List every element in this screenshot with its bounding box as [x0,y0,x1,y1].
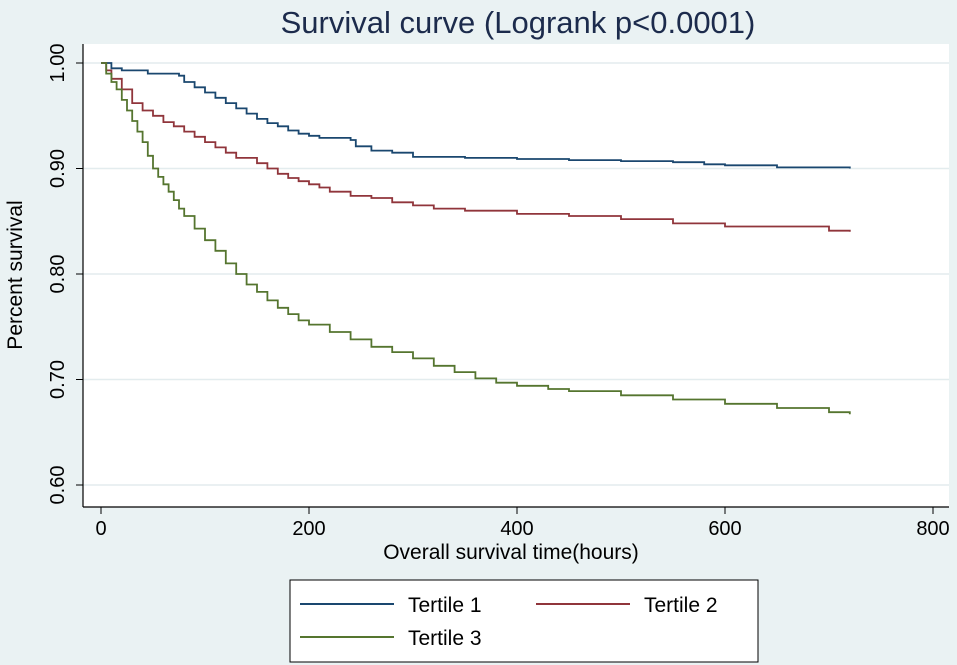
y-tick-label: 0.80 [47,255,69,294]
x-tick-label: 800 [916,518,949,540]
legend-box [289,579,759,663]
y-tick-label: 1.00 [47,44,69,83]
y-axis-label: Percent survival [4,200,27,349]
legend-label-tertile-3: Tertile 3 [408,627,482,650]
x-tick-label: 400 [500,518,533,540]
legend-label-tertile-2: Tertile 2 [644,594,718,617]
series-lines [101,62,851,415]
axes [82,44,949,508]
legend-label-tertile-1: Tertile 1 [408,594,482,617]
series-line-tertile-1 [101,62,851,169]
gridlines [83,62,949,486]
x-tick-label: 200 [292,518,325,540]
series-line-tertile-2 [101,62,851,232]
legend: Tertile 1 Tertile 2 Tertile 3 [289,579,759,663]
plot-area [83,44,949,507]
x-axis-label: Overall survival time(hours) [383,541,639,564]
y-ticks: 0.60 0.70 0.80 0.90 1.00 [47,44,83,505]
y-tick-label: 0.60 [47,466,69,505]
x-tick-label: 0 [95,518,106,540]
series-line-tertile-3 [101,62,851,415]
y-tick-label: 0.90 [47,149,69,188]
chart-title: Survival curve (Logrank p<0.0001) [281,5,756,40]
x-tick-label: 600 [708,518,741,540]
x-ticks: 0 200 400 600 800 [95,507,950,540]
y-tick-label: 0.70 [47,360,69,399]
